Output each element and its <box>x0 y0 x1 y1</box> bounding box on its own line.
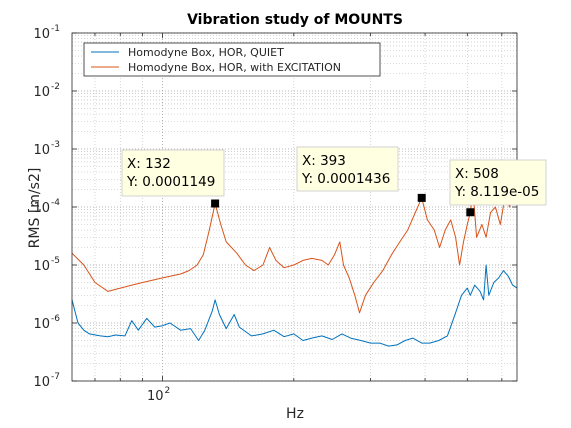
y-axis-label: RMS [m/s2] <box>27 168 43 249</box>
legend-entry-1: Homodyne Box, HOR, QUIET <box>128 46 284 59</box>
x-axis-label: Hz <box>286 406 304 422</box>
x-tick-label-exponent: 2 <box>165 386 171 396</box>
datatip-marker-2[interactable] <box>417 193 426 202</box>
datatip-box-2 <box>296 146 399 192</box>
legend-box[interactable] <box>83 42 381 77</box>
x-tick-label: 10 <box>147 389 164 404</box>
datatip-marker-1[interactable] <box>211 199 220 208</box>
y-tick-label-exponent: -3 <box>51 140 60 150</box>
tick-labels: 10 -710 -610 -510 -410 -310 -210 -110 2 <box>33 24 170 404</box>
datatip-y-label-3: Y: 8.119e-05 <box>454 184 539 200</box>
y-tick-label-exponent: -7 <box>51 372 60 382</box>
datatip-x-label-2: X: 393 <box>302 153 346 169</box>
datatip-marker-3[interactable] <box>466 208 475 217</box>
y-tick-label-exponent: -5 <box>51 256 60 266</box>
y-tick-label: 10 <box>33 201 50 216</box>
y-tick-label-exponent: -6 <box>51 314 60 324</box>
y-tick-label: 10 <box>33 259 50 274</box>
series-line-1[interactable] <box>71 264 518 347</box>
datatip-box-1 <box>121 149 225 197</box>
datatip-x-label-1: X: 132 <box>127 156 171 172</box>
y-tick-label: 10 <box>33 27 50 42</box>
y-tick-label: 10 <box>33 85 50 100</box>
datatip-x-label-3: X: 508 <box>455 166 499 182</box>
datatip-y-label-1: Y: 0.0001149 <box>126 174 215 190</box>
y-tick-label-exponent: -1 <box>51 24 60 34</box>
y-tick-label-exponent: -4 <box>51 198 60 208</box>
datatips: X: 132 Y: 0.0001149 X: 393 Y: 0.0001436 X: 5… <box>121 146 547 217</box>
datatip-y-label-2: Y: 0.0001436 <box>301 171 390 187</box>
legend[interactable]: Homodyne Box, HOR, QUIET Homodyne Box, HO… <box>83 42 381 77</box>
tick-layer <box>72 32 517 382</box>
legend-entry-2: Homodyne Box, HOR, with EXCITATION <box>128 61 341 74</box>
chart-title: Vibration study of MOUNTS <box>187 12 403 28</box>
y-tick-label: 10 <box>33 317 50 332</box>
y-tick-label-exponent: -2 <box>51 82 60 92</box>
y-tick-label: 10 <box>33 143 50 158</box>
datatip-box-3 <box>449 159 547 206</box>
y-tick-label: 10 <box>33 375 50 390</box>
